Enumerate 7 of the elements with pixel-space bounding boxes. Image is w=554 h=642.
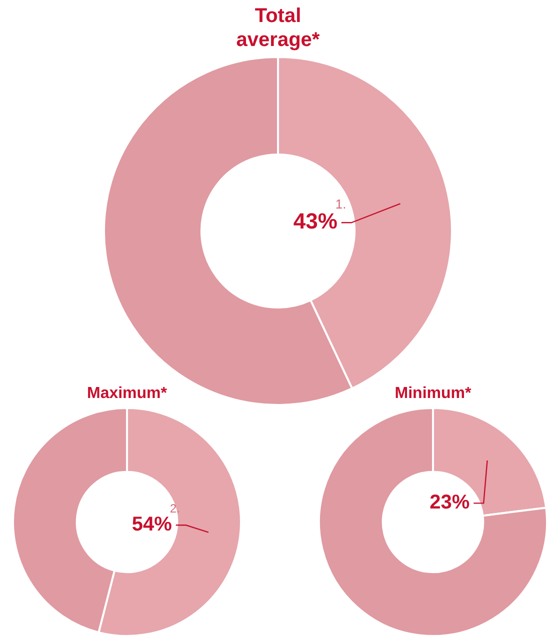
chart-title: Total average* [235,4,321,52]
data-label: 43% [293,208,338,234]
chart-title: Maximum* [86,384,168,404]
chart-title: Minimum* [394,384,472,404]
text: 1. [335,196,346,212]
data-label: 23% [430,492,470,514]
data-label: 54% [132,514,172,536]
